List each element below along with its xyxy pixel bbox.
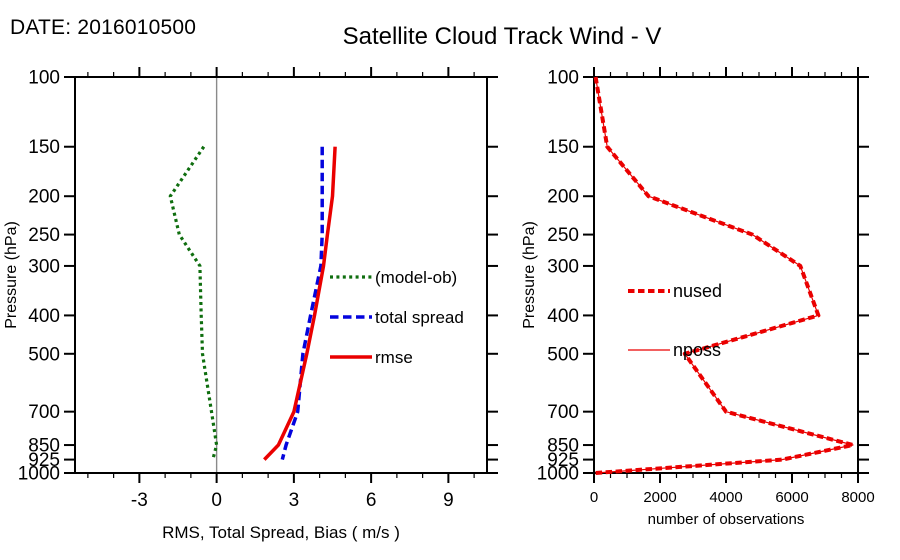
legend-label-nused: nused — [673, 281, 722, 301]
y-tick-label: 850 — [547, 436, 579, 457]
x-tick-label: 0 — [590, 489, 598, 506]
legend-label-nposs: nposs — [673, 340, 721, 360]
y-tick-label: 250 — [547, 225, 579, 246]
right-panel: 0 2000 4000 6000 8000 100 150 200 250 300 400 500 70… — [521, 67, 875, 528]
y-tick-label: 250 — [28, 225, 60, 246]
x-tick-label: 8000 — [841, 489, 874, 506]
x-tick-label: 0 — [211, 490, 222, 511]
curve-nposs — [595, 76, 854, 474]
x-tick-label: 2000 — [643, 489, 676, 506]
y-tick-label: 400 — [547, 306, 579, 327]
x-tick-label: 4000 — [709, 489, 742, 506]
page-title: Satellite Cloud Track Wind - V — [342, 23, 662, 50]
y-tick-label: 500 — [28, 344, 60, 365]
y-tick-label: 150 — [28, 137, 60, 158]
x-tick-label: -3 — [131, 490, 148, 511]
x-axis-label: number of observations — [648, 511, 805, 528]
y-tick-label: 150 — [547, 137, 579, 158]
y-tick-label: 925 — [28, 450, 60, 471]
curve-nused — [593, 76, 855, 475]
y-tick-label: 200 — [28, 187, 60, 208]
y-axis-label: Pressure (hPa) — [521, 221, 538, 329]
x-ticks: -3 0 3 6 9 — [87, 67, 475, 511]
y-tick-label: 500 — [547, 344, 579, 365]
legend: (model-ob) total spread rmse — [330, 268, 464, 367]
legend: nused nposs — [628, 281, 722, 360]
y-tick-label: 1000 — [18, 464, 60, 485]
y-axis-label: Pressure (hPa) — [3, 221, 20, 329]
legend-label-model-ob: (model-ob) — [375, 268, 457, 287]
y-tick-label: 100 — [547, 68, 579, 89]
curve-rmse — [263, 146, 337, 461]
x-tick-label: 9 — [443, 490, 454, 511]
x-tick-label: 6 — [366, 490, 377, 511]
x-tick-label: 3 — [289, 490, 300, 511]
legend-label-rmse: rmse — [375, 348, 413, 367]
x-axis-label: RMS, Total Spread, Bias ( m/s ) — [162, 523, 400, 542]
y-tick-label: 700 — [547, 402, 579, 423]
curve-model-ob — [168, 145, 219, 461]
date-label: DATE: 2016010500 — [10, 16, 197, 39]
y-tick-label: 300 — [547, 256, 579, 277]
curve-total-spread — [280, 146, 324, 461]
y-tick-label: 1000 — [537, 464, 579, 485]
plot-frame — [74, 76, 488, 474]
y-tick-label: 850 — [28, 436, 60, 457]
y-tick-label: 400 — [28, 306, 60, 327]
legend-label-total-spread: total spread — [375, 308, 464, 327]
y-tick-label: 100 — [28, 68, 60, 89]
y-tick-label: 300 — [28, 256, 60, 277]
x-tick-label: 6000 — [775, 489, 808, 506]
y-tick-label: 925 — [547, 450, 579, 471]
y-tick-label: 200 — [547, 187, 579, 208]
left-panel: -3 0 3 6 9 100 150 200 250 300 400 500 700 8509251000… — [3, 67, 498, 542]
y-tick-label: 700 — [28, 402, 60, 423]
x-ticks: 0 2000 4000 6000 8000 — [590, 67, 875, 506]
